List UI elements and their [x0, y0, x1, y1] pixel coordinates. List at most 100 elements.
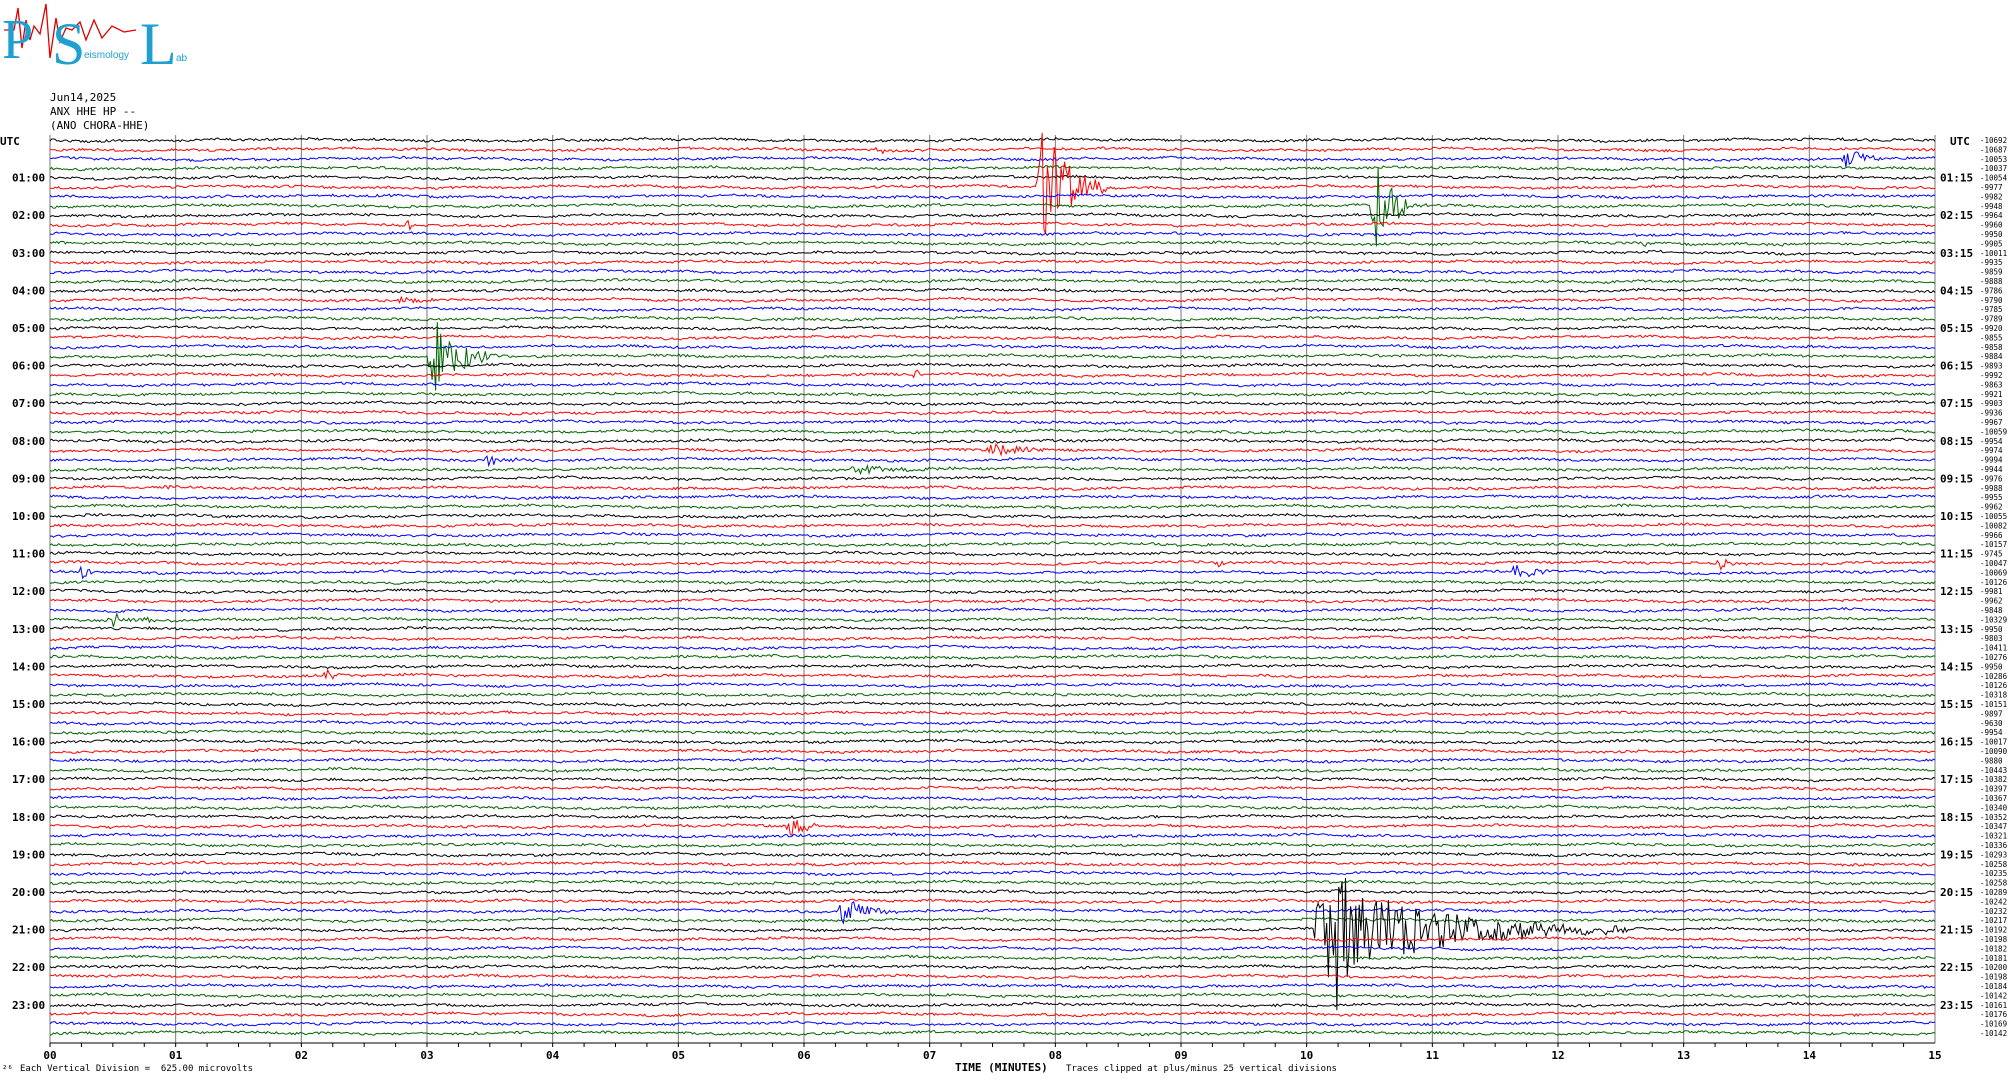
trace-offset-label: -10217 — [1980, 916, 2007, 925]
trace-line — [49, 682, 1936, 689]
right-hour-label: 13:15 — [1940, 623, 1973, 636]
trace-line — [49, 794, 1935, 802]
trace-offset-label: -9960 — [1980, 221, 2003, 230]
trace-line — [49, 691, 1936, 698]
trace-line — [49, 322, 1936, 391]
trace-line — [49, 463, 1936, 476]
left-hour-labels: UTC 01:00 02:00 03:00 04:00 05:00 06:00 07:00 08… — [0, 135, 45, 1012]
logo-word-2: ab — [176, 53, 188, 64]
right-hour-label: 12:15 — [1940, 585, 1973, 598]
trace-offset-label: -9981 — [1980, 587, 2003, 596]
vertical-division-note: Each Vertical Division = 625.00 microvol… — [20, 1064, 253, 1074]
trace-line — [49, 900, 1936, 925]
trace-line — [49, 625, 1936, 632]
trace-offset-label: -10142 — [1980, 991, 2007, 1000]
right-hour-label: 04:15 — [1940, 284, 1973, 297]
trace-offset-label: -10318 — [1980, 691, 2008, 700]
trace-offset-label: -10382 — [1980, 775, 2007, 784]
trace-offset-label: -10161 — [1980, 1001, 2007, 1010]
trace-offset-label: -10157 — [1980, 540, 2007, 549]
x-tick-label: 08 — [1049, 1049, 1062, 1062]
x-tick-label: 05 — [672, 1049, 685, 1062]
trace-offset-label: -9630 — [1980, 719, 2003, 728]
right-utc-label: UTC — [1950, 135, 1970, 148]
trace-line — [49, 917, 1936, 924]
trace-line — [49, 668, 1936, 680]
trace-line — [49, 611, 1936, 627]
trace-offset-label: -10198 — [1980, 973, 2008, 982]
trace-line — [49, 653, 1936, 661]
right-hour-label: 16:15 — [1940, 736, 1973, 749]
trace-line — [49, 710, 1936, 717]
trace-line — [49, 295, 1936, 304]
trace-offset-label: -10397 — [1980, 785, 2007, 794]
trace-offset-label: -10443 — [1980, 766, 2007, 775]
psl-logo: P S L eismology ab — [2, 3, 188, 72]
trace-offset-label: -9863 — [1980, 380, 2003, 389]
trace-line — [49, 776, 1936, 783]
trace-offset-label: -9935 — [1980, 258, 2003, 267]
trace-line — [49, 146, 1936, 155]
trace-offset-label: -9785 — [1980, 305, 2003, 314]
trace-offset-label: -9982 — [1980, 192, 2003, 201]
trace-offset-label: -9880 — [1980, 756, 2003, 765]
plot-date: Jun14,2025 — [50, 91, 117, 104]
right-hour-label: 23:15 — [1940, 999, 1973, 1012]
trace-line — [49, 137, 1936, 144]
trace-offset-label: -10347 — [1980, 822, 2007, 831]
trace-line — [49, 334, 1936, 341]
trace-offset-label: -9977 — [1980, 183, 2003, 192]
trace-offset-label: -9966 — [1980, 531, 2003, 540]
trace-line — [49, 165, 1936, 172]
trace-line — [49, 541, 1936, 548]
trace-offset-label: -10286 — [1980, 672, 2008, 681]
trace-offset-label: -10336 — [1980, 841, 2008, 850]
trace-offset-label: -10352 — [1980, 813, 2007, 822]
left-hour-label: 06:00 — [12, 360, 45, 373]
trace-offset-label: -10242 — [1980, 897, 2007, 906]
x-tick-label: 09 — [1174, 1049, 1187, 1062]
trace-offset-label: -9950 — [1980, 230, 2003, 239]
trace-line — [49, 455, 1936, 468]
trace-offset-label: -10055 — [1980, 512, 2007, 521]
trace-offset-label: -10276 — [1980, 653, 2008, 662]
trace-offset-label: -9948 — [1980, 202, 2003, 211]
trace-offset-label: -9976 — [1980, 474, 2003, 483]
trace-line — [49, 287, 1936, 294]
trace-offset-label: -9950 — [1980, 625, 2003, 634]
left-hour-label: 13:00 — [12, 623, 45, 636]
trace-line — [49, 841, 1936, 848]
trace-line — [49, 503, 1936, 510]
trace-offset-label: -10059 — [1980, 427, 2007, 436]
left-hour-label: 23:00 — [12, 999, 45, 1012]
trace-line — [49, 400, 1936, 407]
trace-offset-label: -9803 — [1980, 634, 2003, 643]
trace-offset-label: -10258 — [1980, 879, 2008, 888]
trace-offset-label: -10321 — [1980, 832, 2007, 841]
seismic-traces — [49, 132, 1936, 1037]
left-hour-label: 09:00 — [12, 472, 45, 485]
right-hour-label: 10:15 — [1940, 510, 1973, 523]
right-hour-label: 11:15 — [1940, 548, 1973, 561]
trace-offset-label: -9893 — [1980, 362, 2003, 371]
trace-line — [49, 277, 1936, 285]
clip-note: Traces clipped at plus/minus 25 vertical… — [1066, 1064, 1337, 1074]
trace-line — [49, 889, 1935, 895]
trace-offset-label: -10126 — [1980, 681, 2008, 690]
trace-line — [49, 437, 1936, 444]
logo-letter-s: S — [52, 11, 85, 72]
x-tick-labels: 00 01 02 03 04 05 06 07 08 09 10 11 12 13 14 15 — [43, 1049, 1941, 1062]
trace-offset-label: -10200 — [1980, 963, 2008, 972]
trace-line — [49, 870, 1936, 877]
trace-line — [49, 324, 1936, 331]
x-tick-label: 15 — [1928, 1049, 1941, 1062]
trace-offset-label: -10151 — [1980, 700, 2007, 709]
x-tick-label: 03 — [420, 1049, 433, 1062]
trace-line — [49, 935, 1936, 943]
trace-offset-label: -10411 — [1980, 644, 2007, 653]
trace-offset-label: -10293 — [1980, 850, 2007, 859]
trace-offset-label: -9897 — [1980, 709, 2003, 718]
trace-offset-label: -10053 — [1980, 155, 2007, 164]
left-hour-label: 11:00 — [12, 548, 45, 561]
